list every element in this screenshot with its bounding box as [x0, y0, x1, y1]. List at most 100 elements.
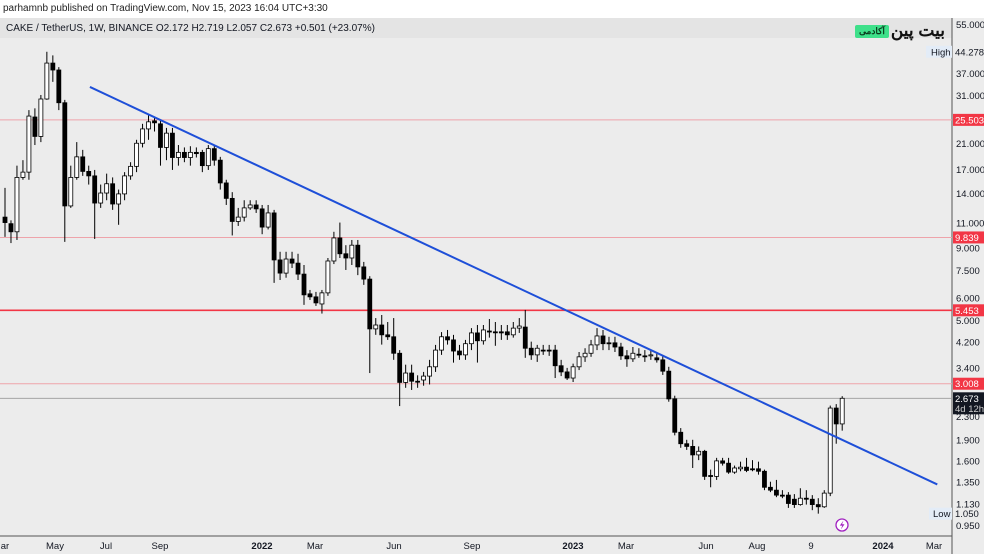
candle-body [534, 347, 540, 356]
candle [457, 344, 462, 360]
x-tick-label: Jul [100, 541, 112, 552]
candle-body [666, 370, 672, 400]
candle [463, 339, 468, 360]
lightning-icon[interactable] [835, 518, 849, 532]
candle-body [92, 175, 98, 204]
current-price-badge [953, 392, 984, 415]
candle-body [164, 132, 169, 148]
y-tick-label: 1.600 [956, 457, 980, 468]
candle-body [672, 398, 678, 433]
candle-body [720, 460, 725, 464]
candle-body [714, 460, 720, 477]
candle-body [361, 266, 367, 280]
candle [104, 173, 110, 201]
candle [56, 67, 62, 111]
candle [427, 359, 432, 385]
candle [516, 318, 522, 333]
candle-body [833, 407, 839, 425]
candle [630, 347, 636, 362]
candle [349, 239, 355, 266]
candle-body [774, 489, 779, 496]
candle-body [235, 216, 241, 222]
candle [522, 309, 528, 358]
y-tick-label: 55.000 [956, 20, 984, 31]
candle [678, 428, 684, 448]
candle-body [463, 343, 468, 356]
candle [235, 207, 241, 226]
candle-body [110, 183, 116, 205]
candle [152, 117, 157, 132]
candle [259, 204, 265, 235]
candle-body [391, 336, 397, 354]
x-tick-label: 2024 [872, 541, 894, 552]
candle-body [62, 102, 68, 207]
candle-body [8, 223, 14, 233]
candle [217, 156, 223, 190]
candle-body [176, 151, 181, 158]
candle [331, 231, 337, 265]
y-tick-label: 1.130 [956, 500, 980, 511]
candle-body [152, 120, 157, 124]
candle [612, 336, 618, 352]
candle-body [343, 253, 349, 259]
candle [421, 371, 427, 386]
candle [122, 172, 127, 201]
candle-body [600, 335, 606, 345]
candle-body [211, 148, 217, 161]
candle-body [546, 349, 552, 352]
candle-body [582, 352, 588, 358]
candle-body [797, 497, 803, 505]
candle-body [187, 151, 193, 158]
candle [20, 160, 26, 180]
candle-body [241, 207, 247, 218]
y-tick-label: 14.000 [956, 189, 984, 200]
candle [199, 149, 205, 173]
candle [809, 495, 815, 511]
candle [2, 187, 8, 237]
candle [134, 139, 139, 173]
candle [205, 145, 211, 170]
candle-body [791, 498, 797, 505]
candle [624, 350, 630, 367]
candle-body [158, 123, 163, 148]
candle [475, 325, 480, 363]
candle-body [301, 273, 307, 296]
candle [570, 363, 576, 383]
candle [373, 318, 379, 335]
x-tick-label: 9 [808, 541, 813, 552]
candle [720, 457, 725, 466]
candle-body [660, 359, 666, 372]
candle [44, 51, 50, 100]
candle-body [199, 151, 205, 167]
candle [379, 314, 385, 345]
candle [821, 490, 827, 508]
candle-body [134, 142, 139, 167]
candle [564, 367, 570, 381]
x-tick-label: May [46, 541, 64, 552]
candle-body [678, 431, 684, 445]
candle [140, 123, 145, 148]
candle-body [14, 177, 20, 233]
high-marker-label: High [931, 47, 951, 58]
candle-body [205, 148, 211, 167]
candle [247, 200, 253, 210]
logo: بیت پین آکادمی [855, 20, 945, 42]
candle [146, 115, 151, 140]
candle [98, 184, 104, 208]
candle-body [289, 258, 295, 264]
chart-area[interactable] [0, 18, 984, 554]
candle-body [702, 450, 708, 477]
x-tick-label: 2023 [562, 541, 583, 552]
candle-body [337, 237, 343, 255]
candle-body [427, 366, 432, 377]
candle [827, 405, 833, 497]
candle [325, 257, 331, 296]
candle-body [815, 504, 821, 508]
candle-body [349, 244, 355, 259]
candle-body [445, 336, 450, 341]
x-tick-label: Sep [464, 541, 481, 552]
candle [265, 204, 271, 230]
candle [361, 261, 367, 285]
candle [343, 245, 349, 270]
